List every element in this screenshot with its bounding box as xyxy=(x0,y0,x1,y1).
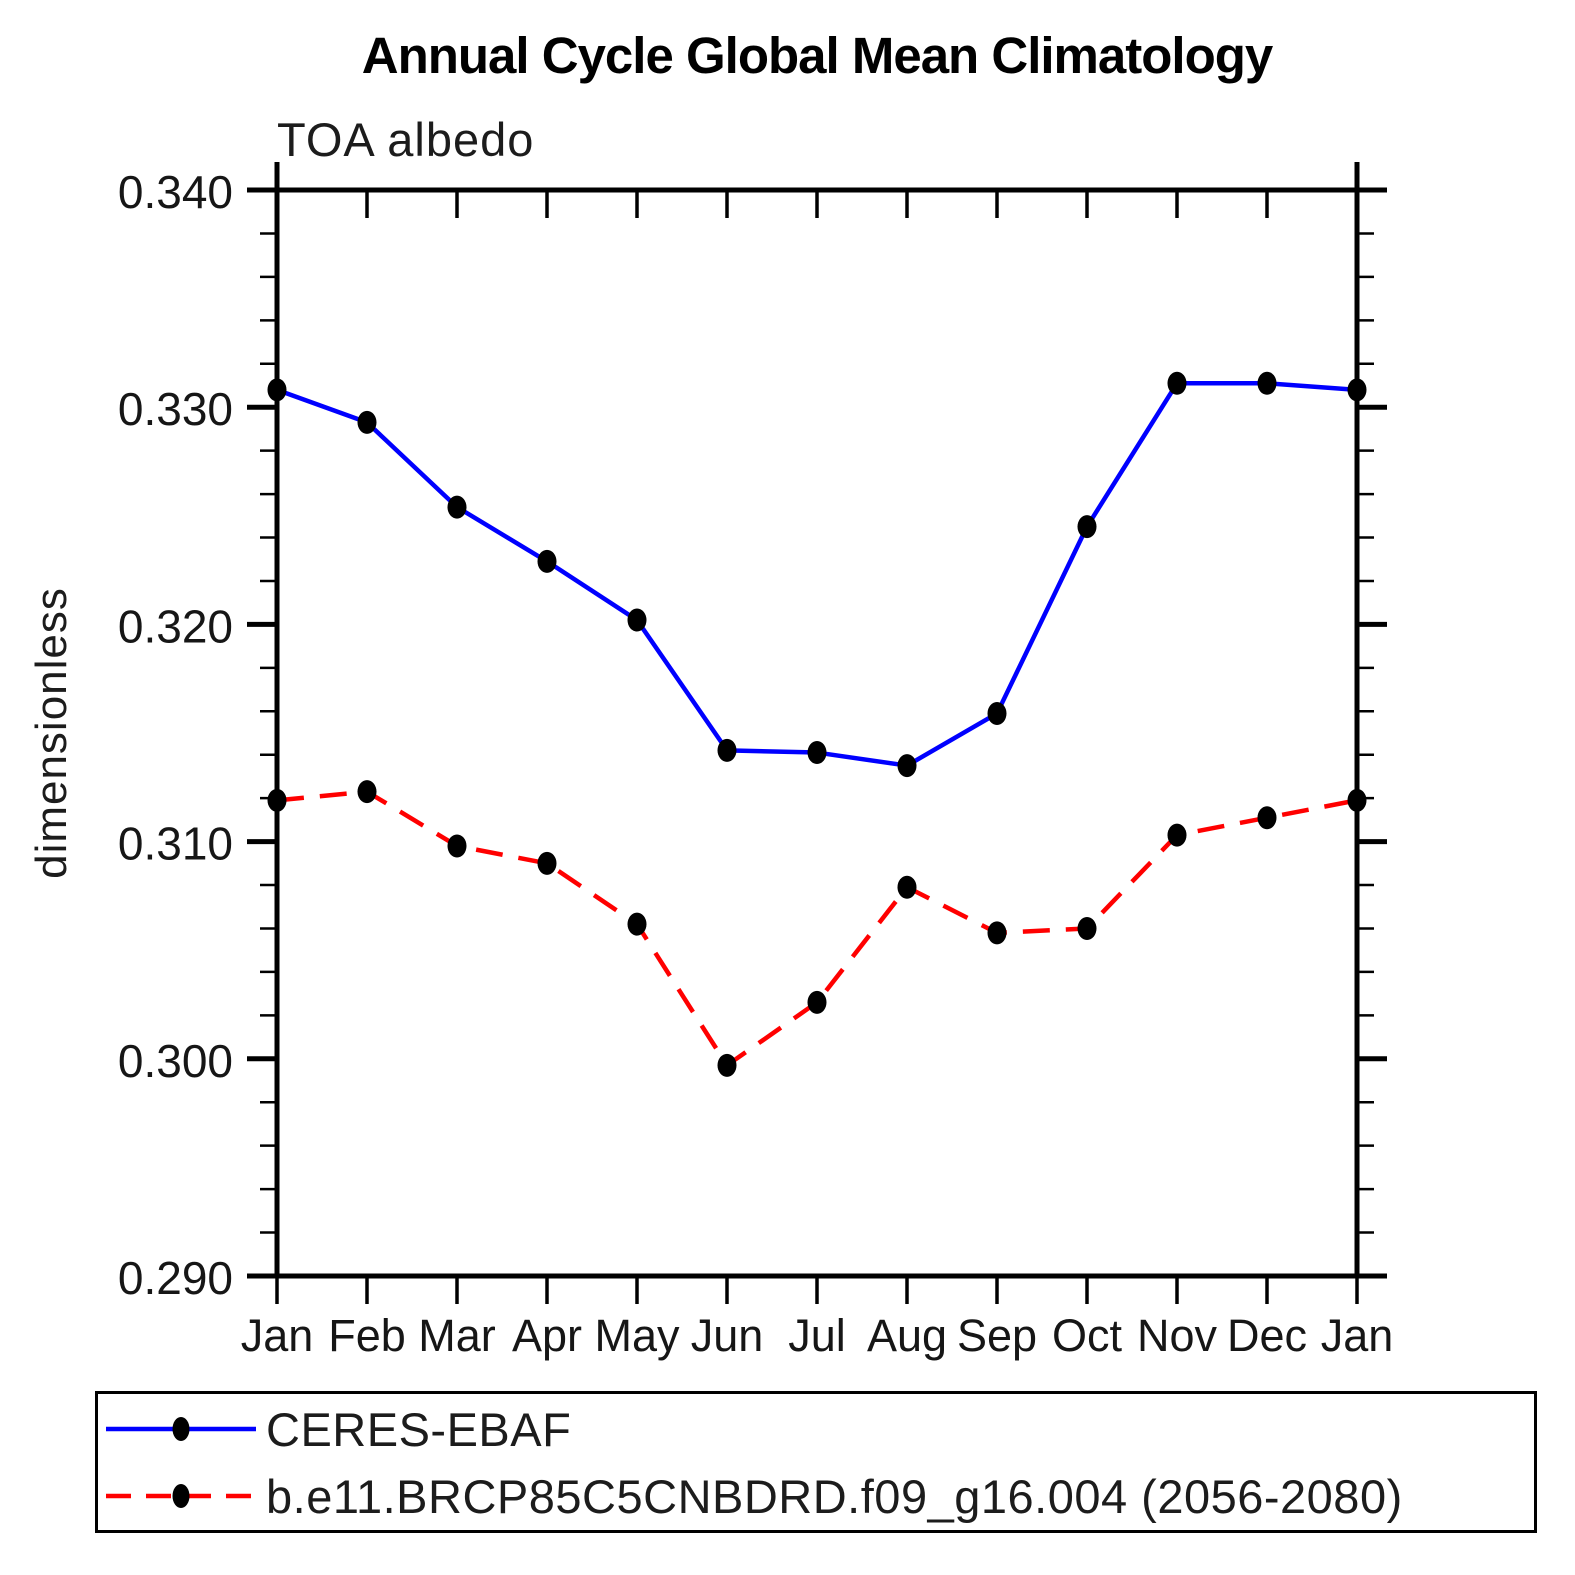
data-point-marker xyxy=(447,495,467,519)
legend-sample-dashed xyxy=(106,1484,256,1508)
data-point-marker xyxy=(1347,788,1367,812)
data-point-marker xyxy=(1257,371,1277,395)
data-point-marker xyxy=(447,834,467,858)
plot-frame xyxy=(274,187,1360,1279)
data-point-marker xyxy=(267,378,287,402)
data-point-marker xyxy=(897,875,917,899)
series-line-1 xyxy=(276,789,1358,1068)
y-axis-tick-label: 0.340 xyxy=(118,166,233,218)
y-axis-tick-label: 0.310 xyxy=(118,818,233,870)
y-axis-tick-label: 0.320 xyxy=(118,600,233,652)
x-axis-month-label: Dec xyxy=(1227,1310,1307,1361)
data-point-marker xyxy=(1347,378,1367,402)
data-point-marker xyxy=(267,788,287,812)
data-point-marker xyxy=(1167,371,1187,395)
legend-marker-circle xyxy=(172,1484,190,1508)
x-axis-month-label: Mar xyxy=(418,1310,496,1361)
data-point-marker xyxy=(1077,515,1097,539)
x-axis-month-label: Jan xyxy=(241,1310,314,1361)
legend-row-ceres: CERES-EBAF xyxy=(98,1397,1534,1461)
x-axis-month-label: Nov xyxy=(1137,1310,1218,1361)
chart-subtitle: TOA albedo xyxy=(277,113,535,166)
x-axis-month-label: Apr xyxy=(512,1310,582,1361)
data-point-marker xyxy=(1077,916,1097,940)
data-point-marker xyxy=(987,701,1007,725)
data-point-marker xyxy=(537,549,557,573)
x-axis-month-label: Aug xyxy=(867,1310,947,1361)
data-point-marker xyxy=(897,754,917,778)
data-point-marker xyxy=(627,912,647,936)
data-point-marker xyxy=(1257,806,1277,830)
chart-title: Annual Cycle Global Mean Climatology xyxy=(361,27,1274,84)
legend-sample-solid xyxy=(106,1417,256,1441)
series-line-0 xyxy=(276,381,1358,768)
data-point-marker xyxy=(357,780,377,804)
legend-label-ceres: CERES-EBAF xyxy=(266,1402,572,1456)
data-point-marker xyxy=(807,990,827,1014)
data-point-marker xyxy=(1167,823,1187,847)
x-axis-month-label: Jul xyxy=(788,1310,846,1361)
x-axis-month-label: Feb xyxy=(328,1310,406,1361)
data-point-marker xyxy=(627,608,647,632)
data-point-marker xyxy=(717,1053,737,1077)
data-point-marker xyxy=(357,410,377,434)
y-axis-tick-label: 0.330 xyxy=(118,383,233,435)
x-axis-month-label: Sep xyxy=(957,1310,1037,1361)
data-point-marker xyxy=(717,738,737,762)
x-axis-month-label: Jun xyxy=(691,1310,764,1361)
legend-marker-circle xyxy=(172,1417,190,1441)
data-point-marker xyxy=(537,851,557,875)
x-axis-month-label: May xyxy=(594,1310,680,1361)
data-point-marker xyxy=(987,921,1007,945)
data-point-marker xyxy=(807,741,827,765)
x-axis-month-label: Oct xyxy=(1052,1310,1123,1361)
legend-box: CERES-EBAF b.e11.BRCP85C5CNBDRD.f09_g16.… xyxy=(95,1391,1537,1533)
y-axis-tick-label: 0.290 xyxy=(118,1252,233,1304)
legend-row-model: b.e11.BRCP85C5CNBDRD.f09_g16.004 (2056-2… xyxy=(98,1464,1534,1528)
x-axis-month-label: Jan xyxy=(1321,1310,1394,1361)
legend-label-model: b.e11.BRCP85C5CNBDRD.f09_g16.004 (2056-2… xyxy=(266,1469,1403,1523)
y-axis-tick-label: 0.300 xyxy=(118,1035,233,1087)
